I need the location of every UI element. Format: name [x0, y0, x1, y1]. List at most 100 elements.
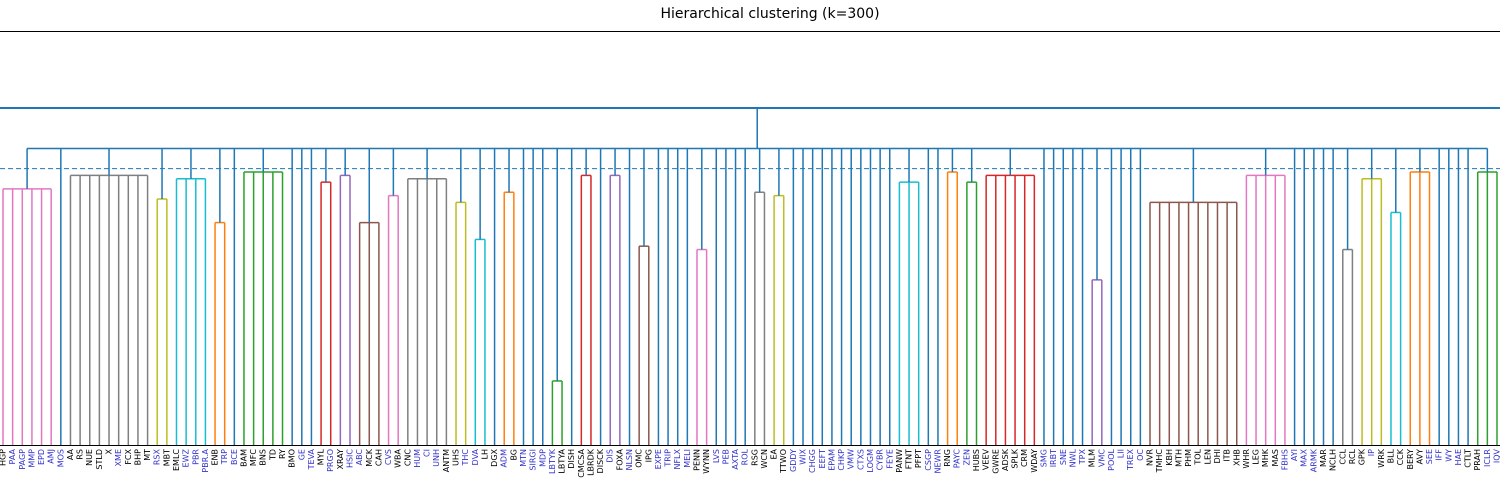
leaf-label: FOXA — [615, 448, 624, 470]
leaf-label: STLD — [95, 449, 104, 470]
leaf-label: CCK — [1396, 448, 1405, 465]
leaf-label: SIRGI — [529, 449, 538, 471]
leaf-label: FEYE — [885, 449, 894, 469]
leaf-label: TRP — [220, 449, 229, 465]
leaf-label: CHGG — [808, 449, 817, 473]
leaf-label: PFPT — [914, 449, 923, 468]
leaf-label: EMLC — [172, 449, 181, 471]
leaf-label: NVR — [1146, 449, 1155, 466]
leaf-label: MDP — [538, 449, 547, 467]
leaf-label: LVS — [712, 449, 721, 463]
leaf-label: SNE — [1059, 449, 1068, 465]
leaf-label: ABC — [355, 449, 364, 466]
leaf-label: NCLH — [1329, 449, 1338, 471]
leaf-label: BHP — [133, 449, 142, 466]
leaf-label: GDDY — [789, 449, 798, 472]
leaf-label: NEWR — [933, 449, 942, 474]
leaf-label: DIS — [606, 449, 615, 463]
leaf-label: MBT — [162, 449, 171, 466]
leaf-label: PEB — [721, 449, 730, 464]
leaf-label: HUBS — [972, 449, 981, 471]
leaf-label: MT — [143, 449, 152, 461]
leaf-label: DHI — [1213, 449, 1222, 464]
leaf-label: KBH — [1165, 449, 1174, 466]
leaf-label: IQV — [1493, 448, 1500, 463]
leaf-label: DISH — [567, 449, 576, 469]
leaf-label: ICLR — [1483, 449, 1492, 467]
leaf-label: AYI — [1290, 449, 1299, 461]
leaf-label: VEEV — [982, 448, 991, 470]
leaf-label: ZEN — [962, 449, 971, 466]
leaf-label: LBTYK — [548, 448, 557, 474]
leaf-label: AVY — [1415, 449, 1424, 464]
leaf-label: CTXS — [856, 449, 865, 470]
leaf-label: BNS — [259, 449, 268, 466]
leaf-label: MTH — [1174, 449, 1183, 467]
leaf-label: PAGP — [18, 449, 27, 470]
leaf-label: LII — [1117, 449, 1126, 458]
leaf-label: HUM — [413, 449, 422, 468]
leaf-label: CAH — [374, 449, 383, 466]
leaf-label: NFLX — [673, 448, 682, 469]
leaf-label: MAX — [1300, 448, 1309, 466]
leaf-label: ADSK — [1001, 448, 1010, 471]
leaf-label: EPD — [37, 449, 46, 465]
leaf-label: BMO — [288, 449, 297, 468]
leaf-label: EWZ — [182, 448, 191, 467]
leaf-label: LH — [480, 449, 489, 459]
leaf-label: ITB — [1223, 449, 1232, 462]
leaf-label: ROL — [741, 448, 750, 465]
leaf-label: CTLT — [1464, 449, 1473, 468]
leaf-label: ARMK — [1309, 448, 1318, 472]
leaf-label: PRAH — [1473, 449, 1482, 471]
leaf-label: BAM — [239, 449, 248, 467]
leaf-label: WCN — [760, 449, 769, 468]
leaf-label: LBTYA — [558, 448, 567, 473]
leaf-label: FTNT — [905, 449, 914, 469]
leaf-label: DVA — [471, 448, 480, 465]
leaf-label: MHK — [1261, 448, 1270, 467]
leaf-label: MELI — [683, 449, 692, 468]
leaf-label: GWRE — [991, 449, 1000, 474]
leaf-label: EEFT — [818, 449, 827, 469]
leaf-label: UHS — [452, 449, 461, 466]
leaf-label: WHR — [1242, 449, 1251, 469]
leaf-label: NLSN — [625, 449, 634, 471]
chart-title: Hierarchical clustering (k=300) — [660, 6, 879, 22]
leaf-label: MFC — [249, 449, 258, 467]
leaf-label: MMP — [27, 449, 36, 468]
leaf-label: AMJ — [47, 449, 56, 464]
leaf-label: MCK — [365, 448, 374, 466]
leaf-label: AXTA — [731, 448, 740, 469]
leaf-label: LOGM — [866, 449, 875, 473]
leaf-label: WBA — [394, 448, 403, 467]
leaf-label: GE — [297, 449, 306, 460]
leaf-label: FCX — [124, 448, 133, 464]
leaf-label: XHB — [1232, 449, 1241, 466]
leaf-label: CHKP — [837, 449, 846, 471]
leaf-label: UNH — [432, 449, 441, 467]
leaf-label: SPLK — [1011, 448, 1020, 468]
leaf-label: BCE — [230, 449, 239, 465]
leaf-label: PBR — [191, 449, 200, 465]
leaf-label: WDAY — [1030, 449, 1039, 473]
leaf-label: DISCK — [596, 448, 605, 473]
leaf-label: SEE — [1425, 449, 1434, 464]
leaf-label: CI — [423, 449, 432, 457]
leaf-label: RNG — [943, 449, 952, 467]
leaf-label: HAE — [1454, 449, 1463, 466]
leaf-label: TTWO — [779, 449, 788, 474]
leaf-label: HSIC — [345, 449, 354, 468]
leaf-label: TOL — [1194, 448, 1203, 465]
leaf-label: IFF — [1435, 449, 1444, 461]
leaf-label: NWL — [1068, 448, 1077, 467]
leaf-label: MTN — [519, 449, 528, 467]
leaf-label: BERY — [1406, 449, 1415, 470]
leaf-label: VMW — [847, 449, 856, 469]
leaf-label: CNC — [403, 449, 412, 467]
leaf-label: IPG — [644, 449, 653, 462]
leaf-label: WY — [1444, 449, 1453, 462]
leaf-label: FBHS — [1280, 449, 1289, 470]
leaf-label: VMC — [1097, 449, 1106, 467]
leaf-label: TEVA — [307, 448, 316, 470]
